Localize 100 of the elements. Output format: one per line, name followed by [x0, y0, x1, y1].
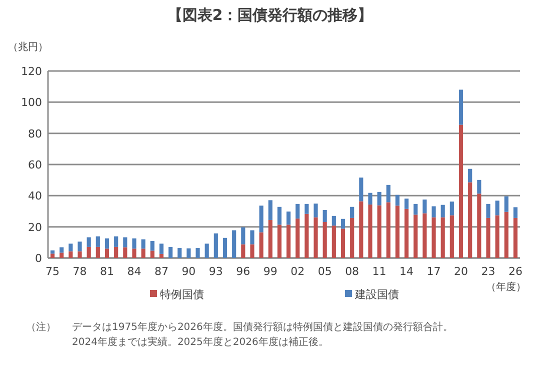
bar	[250, 230, 254, 244]
bar	[114, 246, 118, 258]
bar	[495, 200, 500, 216]
bar	[60, 252, 64, 258]
bar	[395, 206, 400, 258]
bar	[440, 217, 445, 258]
bar	[196, 248, 200, 258]
bar	[322, 210, 327, 222]
bar	[468, 168, 472, 182]
bar	[132, 248, 136, 258]
y-tick-label: 0	[35, 252, 42, 265]
bar	[404, 208, 409, 258]
bar	[114, 236, 118, 247]
bar	[141, 239, 146, 249]
bar	[222, 238, 228, 258]
bar	[332, 216, 336, 226]
chart-title: 【図表2：国債発行額の推移】	[167, 6, 373, 24]
bar	[68, 244, 73, 252]
bar	[186, 248, 191, 258]
bar	[150, 250, 154, 258]
bar	[68, 251, 73, 258]
bar	[296, 218, 300, 258]
bar	[259, 232, 264, 258]
bar	[268, 200, 272, 220]
y-axis-title: （兆円）	[8, 41, 48, 53]
x-tick-label: 05	[318, 265, 332, 278]
bar	[332, 226, 336, 258]
bar	[359, 178, 364, 202]
bar	[104, 238, 110, 249]
bar	[350, 218, 354, 258]
bar	[268, 220, 272, 258]
bar	[150, 241, 154, 251]
bar	[504, 196, 508, 212]
x-tick-label: 75	[46, 265, 60, 278]
bar	[296, 204, 300, 219]
x-tick-label: 08	[345, 265, 360, 278]
bar	[440, 204, 445, 218]
x-tick-label: 78	[72, 265, 87, 278]
bar	[377, 192, 382, 206]
bar	[486, 218, 490, 258]
bar	[50, 250, 55, 254]
bar	[141, 248, 146, 258]
x-tick-label: 99	[263, 265, 278, 278]
bar	[304, 214, 309, 258]
y-tick-label: 100	[21, 96, 42, 110]
x-tick-label: 84	[127, 265, 142, 278]
bar	[477, 194, 482, 258]
bar	[277, 224, 282, 258]
bar	[414, 214, 418, 258]
bar	[104, 248, 110, 258]
x-tick-label: 93	[208, 265, 223, 278]
bar	[386, 184, 390, 202]
bar	[450, 202, 454, 216]
bar	[458, 90, 464, 125]
bar	[377, 205, 382, 258]
bar	[495, 215, 500, 258]
bar	[314, 204, 318, 218]
bar	[340, 228, 346, 258]
bar	[432, 206, 436, 218]
bar	[78, 251, 82, 258]
bar	[304, 204, 309, 214]
x-tick-label: 17	[426, 265, 441, 278]
x-tick-label: 87	[154, 265, 168, 278]
bar	[214, 233, 218, 258]
bar	[86, 246, 91, 258]
bar	[259, 206, 264, 232]
bar	[414, 204, 418, 215]
bar	[286, 212, 291, 225]
bar	[513, 218, 518, 258]
bar	[241, 227, 246, 244]
bar	[322, 222, 327, 258]
bar	[232, 230, 236, 258]
bar	[432, 217, 436, 258]
bar	[350, 206, 354, 218]
bar	[395, 194, 400, 206]
legend-label: 建設国債	[354, 288, 399, 301]
x-tick-label: 90	[182, 265, 196, 278]
bar	[513, 207, 518, 218]
bar	[159, 244, 164, 254]
x-tick-label: 14	[400, 265, 414, 278]
bar	[286, 224, 291, 258]
y-tick-label: 60	[28, 158, 42, 172]
bar	[404, 198, 409, 209]
bar	[458, 124, 464, 258]
bar	[468, 182, 472, 258]
x-tick-label: 20	[454, 265, 468, 278]
text: 2024年度までは実績。2025年度と2026年度は補正後。	[72, 336, 328, 348]
x-tick-label: 02	[290, 265, 305, 278]
bar	[86, 237, 91, 247]
x-tick-label: 23	[481, 265, 496, 278]
bar	[422, 200, 427, 214]
y-tick-label: 20	[28, 220, 42, 234]
bar	[78, 242, 82, 252]
bar	[477, 180, 482, 194]
x-tick-label: 26	[508, 265, 522, 278]
x-tick-label: 96	[236, 265, 250, 278]
bar	[96, 236, 100, 247]
bar	[250, 244, 254, 258]
bar	[277, 206, 282, 225]
bar	[123, 237, 128, 248]
